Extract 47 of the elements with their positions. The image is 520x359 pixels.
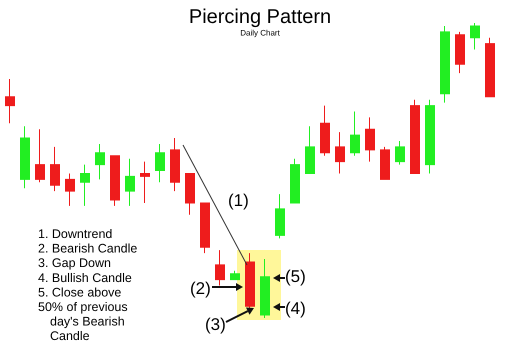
candlestick [215,250,225,286]
annotation: (3) [205,315,226,334]
candlestick [155,143,165,183]
candlestick [95,143,105,180]
annotation: day's Bearish [50,314,125,329]
annotation: (5) [285,267,306,286]
candlestick [425,99,435,174]
candlestick [5,78,15,124]
annotation: 1. Downtrend [38,227,112,241]
candlestick [65,172,75,206]
annotation: (1) [228,191,249,210]
annotation: 4. Bullish Candle [38,270,132,285]
candlestick [335,132,345,174]
candlestick [395,140,405,166]
candlestick [230,270,240,280]
chart-title: Piercing Pattern [188,6,332,28]
annotation: 50% of previous [38,300,128,314]
candlestick [50,146,60,192]
candlestick [485,37,495,98]
annotation: 2. Bearish Candle [38,242,138,256]
candlestick [80,164,90,206]
text: Candle [50,329,90,344]
candlestick [20,126,30,189]
annotation: (4) [285,299,306,318]
candlestick [260,258,270,318]
candlestick [410,99,420,174]
candlestick [455,31,465,74]
annotation: 3. Gap Down [38,256,112,270]
annotation: 5. Close above [38,285,122,300]
candlestick [320,105,330,156]
candlestick [125,158,135,206]
candlestick [365,116,375,162]
candlestick [140,161,150,204]
candlestick [290,158,300,204]
candlestick [440,25,450,104]
candlestick [470,22,480,50]
candlestick [305,126,315,174]
candlestick [200,202,210,254]
candlestick [275,194,285,239]
annotation: (2) [190,279,211,298]
candlestick [35,128,45,183]
candlestick [110,155,120,206]
candlestick [380,146,390,180]
candlestick [350,111,360,156]
text: Daily Chart [240,28,281,38]
candlestick [185,172,195,216]
candlestick [170,138,180,192]
